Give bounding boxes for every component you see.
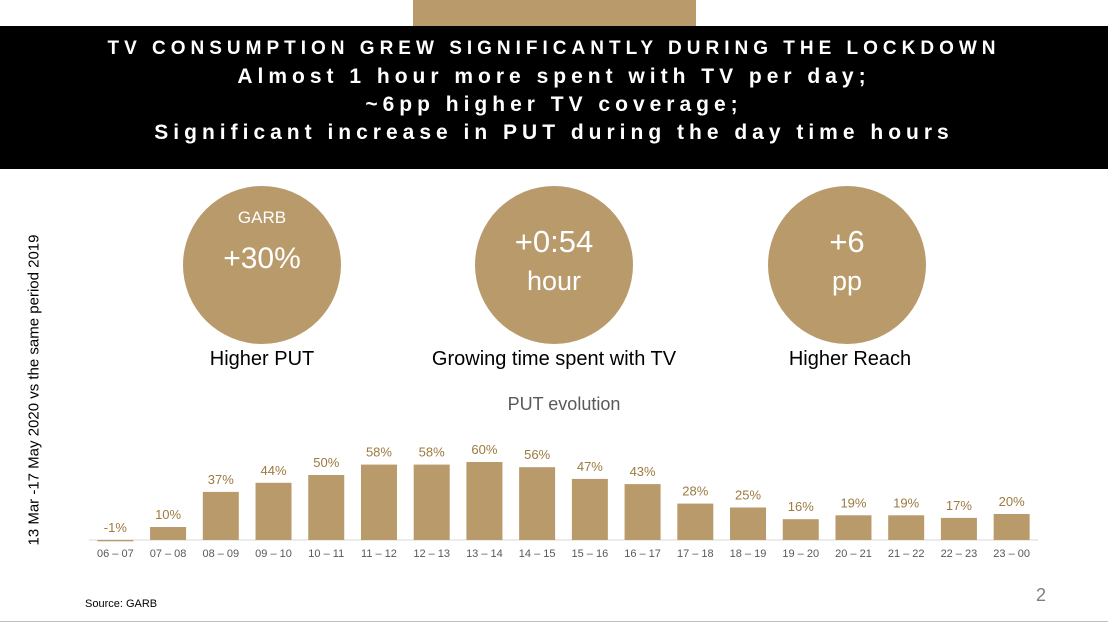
bar-8: [519, 467, 556, 540]
x-tick-label-14: 20 – 21: [835, 548, 872, 560]
bar-value-label-13: 16%: [788, 499, 814, 514]
source-note: Source: GARB: [85, 598, 158, 610]
x-tick-label-17: 23 – 00: [993, 548, 1030, 560]
header-title: TV CONSUMPTION GREW SIGNIFICANTLY DURING…: [107, 38, 1001, 59]
bar-value-label-16: 17%: [946, 498, 972, 513]
bar-value-label-3: 44%: [261, 463, 287, 478]
kpi-value-time: +0:54: [514, 224, 594, 259]
bar-11: [677, 503, 714, 540]
bar-17: [993, 514, 1030, 540]
bar-12: [730, 507, 767, 540]
bar-6: [413, 464, 450, 540]
put-evolution-chart: -1% 06 – 07 10% 07 – 08 37% 08 – 09 44% 09 – 10…: [89, 442, 1038, 560]
bar-9: [571, 478, 608, 540]
bar-value-label-2: 37%: [208, 472, 234, 487]
bar-value-label-7: 60%: [471, 442, 497, 457]
kpi-circle-put: GARB +30%: [183, 186, 341, 344]
header-line-3: ~6pp higher TV coverage;: [365, 93, 743, 116]
x-tick-label-11: 17 – 18: [677, 548, 714, 560]
bar-2: [202, 491, 239, 540]
x-tick-label-9: 15 – 16: [572, 548, 609, 560]
header-line-2: Almost 1 hour more spent with TV per day…: [237, 65, 871, 88]
x-tick-label-15: 21 – 22: [888, 548, 925, 560]
x-tick-label-8: 14 – 15: [519, 548, 556, 560]
kpi-unit-time: hour: [526, 266, 582, 296]
chart-title: PUT evolution: [507, 394, 621, 414]
bar-value-label-9: 47%: [577, 459, 603, 474]
bar-value-label-8: 56%: [524, 447, 550, 462]
kpi-value-reach: +6: [829, 224, 865, 259]
x-tick-label-1: 07 – 08: [150, 548, 187, 560]
bar-value-label-4: 50%: [313, 455, 339, 470]
bar-value-label-17: 20%: [999, 494, 1025, 509]
kpi-circle-reach: +6 pp: [768, 186, 926, 344]
bar-value-label-6: 58%: [419, 445, 445, 460]
x-tick-label-7: 13 – 14: [466, 548, 503, 560]
x-tick-label-12: 18 – 19: [730, 548, 767, 560]
bar-4: [308, 475, 345, 540]
page-number: 2: [1036, 585, 1047, 605]
bar-value-label-14: 19%: [840, 495, 866, 510]
bar-16: [940, 517, 977, 540]
slide-header: TV CONSUMPTION GREW SIGNIFICANTLY DURING…: [0, 26, 1108, 169]
x-tick-label-3: 09 – 10: [255, 548, 292, 560]
bar-7: [466, 462, 503, 540]
x-tick-label-4: 10 – 11: [308, 548, 344, 560]
kpi-label-reach: Higher Reach: [788, 348, 912, 370]
bar-0: [97, 540, 134, 542]
kpi-unit-reach: pp: [831, 266, 863, 296]
kpi-label-time: Growing time spent with TV: [431, 348, 677, 370]
bar-value-label-10: 43%: [630, 464, 656, 479]
kpi-source-label: GARB: [237, 208, 287, 227]
period-label: 13 Mar -17 May 2020 vs the same period 2…: [25, 234, 43, 546]
kpi-circle-time: +0:54 hour: [475, 186, 633, 344]
bar-15: [888, 515, 925, 540]
bar-5: [360, 464, 397, 540]
bottom-divider: [0, 621, 1108, 622]
bar-13: [782, 519, 819, 540]
bar-10: [624, 484, 661, 540]
kpi-label-put: Higher PUT: [209, 348, 315, 370]
bar-14: [835, 515, 872, 540]
bar-3: [255, 482, 292, 540]
bar-1: [150, 527, 187, 540]
x-tick-label-0: 06 – 07: [97, 548, 134, 560]
bar-value-label-5: 58%: [366, 445, 392, 460]
x-tick-label-5: 11 – 12: [361, 548, 397, 560]
bar-value-label-0: -1%: [104, 520, 128, 535]
top-accent-bar: [413, 0, 696, 26]
bar-value-label-1: 10%: [155, 507, 181, 522]
bar-value-label-11: 28%: [682, 484, 708, 499]
bar-value-label-15: 19%: [893, 495, 919, 510]
x-tick-label-16: 22 – 23: [941, 548, 978, 560]
kpi-value-put: +30%: [223, 242, 301, 275]
x-tick-label-13: 19 – 20: [782, 548, 819, 560]
header-line-4: Significant increase in PUT during the d…: [154, 121, 954, 144]
x-tick-label-6: 12 – 13: [413, 548, 450, 560]
x-tick-label-10: 16 – 17: [624, 548, 661, 560]
bar-value-label-12: 25%: [735, 488, 761, 503]
x-tick-label-2: 08 – 09: [202, 548, 239, 560]
